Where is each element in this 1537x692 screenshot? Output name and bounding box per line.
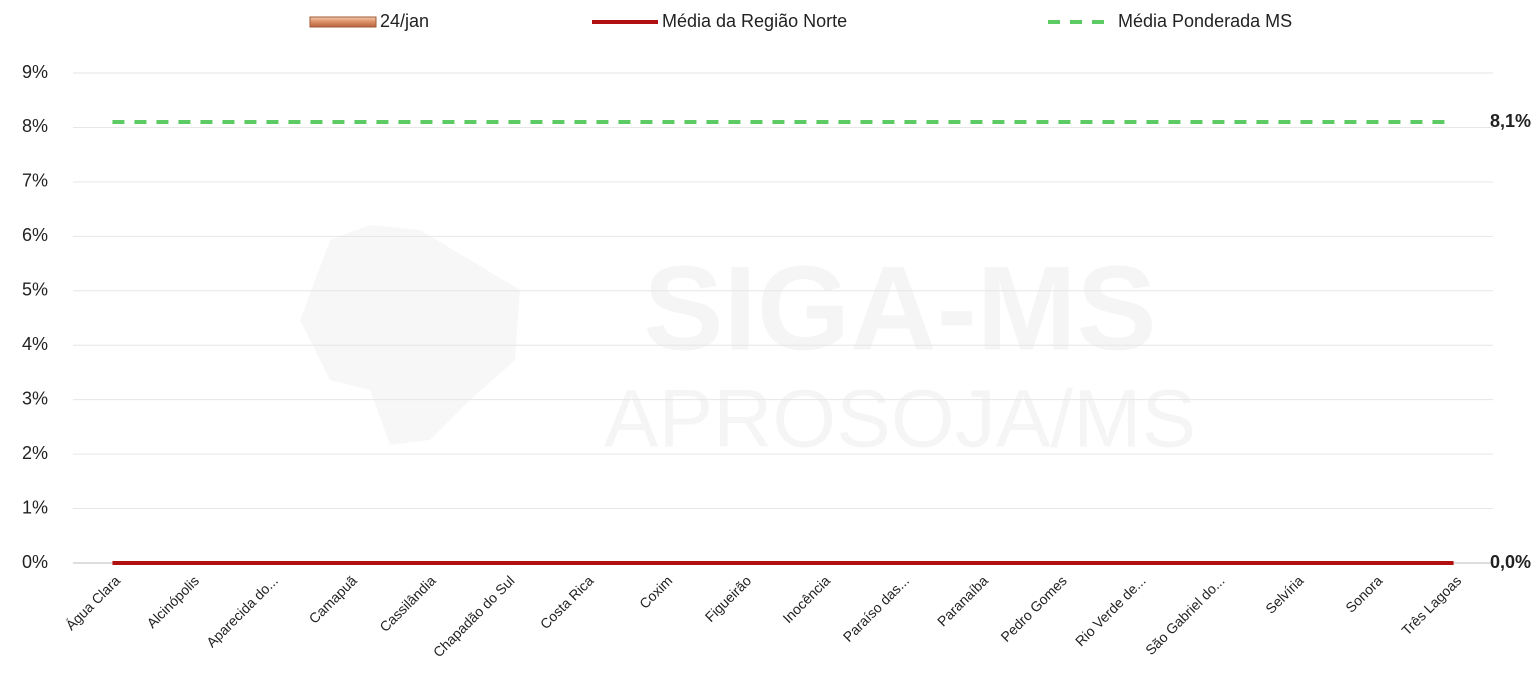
x-tick-label: Pedro Gomes — [997, 572, 1069, 644]
x-tick-label: Sonora — [1342, 572, 1385, 615]
y-tick-label: 0% — [22, 552, 48, 572]
y-tick-label: 5% — [22, 280, 48, 300]
x-tick-label: Inocência — [779, 572, 833, 626]
legend-label: Média Ponderada MS — [1118, 11, 1292, 31]
x-tick-label: Costa Rica — [537, 572, 597, 632]
x-tick-label: Coxim — [636, 572, 675, 611]
x-tick-label: Chapadão do Sul — [430, 572, 518, 660]
y-tick-label: 9% — [22, 62, 48, 82]
legend-label: Média da Região Norte — [662, 11, 847, 31]
x-tick-label: Água Clara — [62, 572, 123, 633]
x-tick-label: Camapuã — [306, 572, 360, 626]
x-tick-label: Aparecida do... — [203, 572, 281, 650]
x-tick-label: Cassilândia — [376, 572, 439, 635]
x-tick-label: São Gabriel do... — [1142, 572, 1228, 658]
x-tick-label: Paranaíba — [934, 572, 991, 629]
legend-swatch — [309, 16, 377, 28]
watermark-map — [300, 225, 520, 445]
x-tick-label: Três Lagoas — [1398, 572, 1464, 638]
x-tick-label: Rio Verde de... — [1072, 572, 1149, 649]
y-tick-label: 8% — [22, 116, 48, 136]
watermark: APROSOJA/MS — [604, 374, 1196, 465]
y-tick-label: 3% — [22, 388, 48, 408]
x-tick-label: Alcinópolis — [143, 572, 202, 631]
x-tick-label: Selvíria — [1262, 572, 1306, 616]
x-tick-label: Figueirão — [702, 572, 755, 625]
x-tick-label: Paraíso das... — [840, 572, 912, 644]
y-tick-label: 6% — [22, 225, 48, 245]
legend-label: 24/jan — [380, 11, 429, 31]
value-label: 8,1% — [1490, 111, 1531, 131]
y-tick-label: 1% — [22, 497, 48, 517]
y-tick-label: 2% — [22, 443, 48, 463]
y-tick-label: 4% — [22, 334, 48, 354]
watermark: SIGA-MS — [643, 242, 1156, 376]
value-label: 0,0% — [1490, 552, 1531, 572]
y-tick-label: 7% — [22, 171, 48, 191]
